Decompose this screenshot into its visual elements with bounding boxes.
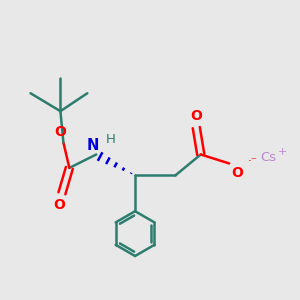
- Text: O: O: [53, 198, 65, 212]
- Text: O: O: [190, 109, 202, 123]
- Text: Cs: Cs: [260, 151, 277, 164]
- Text: O: O: [232, 166, 243, 180]
- Text: N: N: [86, 138, 99, 153]
- Text: +: +: [278, 147, 287, 157]
- Text: H: H: [106, 133, 116, 146]
- Text: ·⁻: ·⁻: [248, 155, 258, 168]
- Text: O: O: [55, 125, 66, 139]
